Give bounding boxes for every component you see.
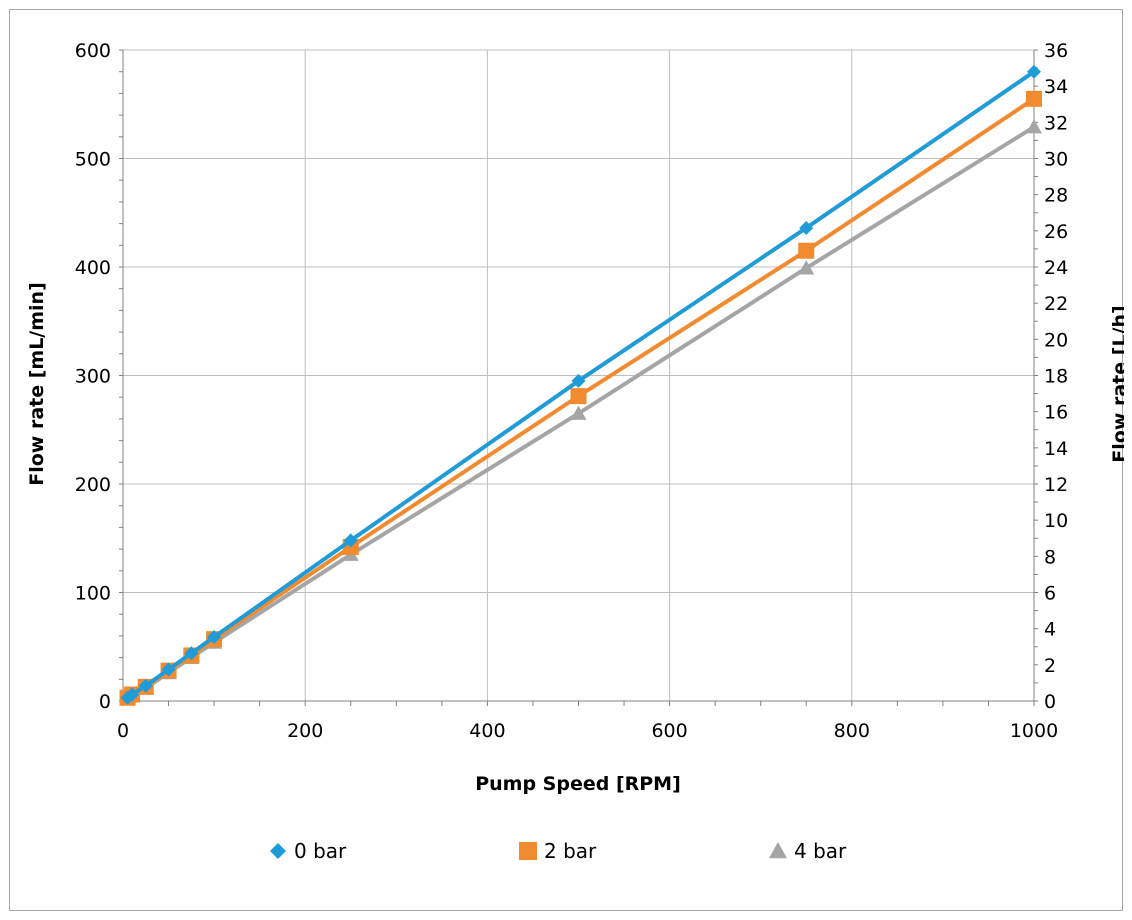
y2-tick-label: 10 bbox=[1044, 510, 1068, 532]
data-point-square bbox=[519, 842, 537, 860]
data-point-triangle bbox=[1026, 119, 1042, 133]
x-tick-label: 600 bbox=[651, 720, 687, 742]
legend: 0 bar 2 bar 4 bar bbox=[270, 839, 847, 863]
y2-tick-label: 14 bbox=[1044, 438, 1068, 460]
legend-label: 0 bar bbox=[294, 839, 347, 863]
data-point-diamond bbox=[270, 843, 286, 859]
y2-tick-label: 12 bbox=[1044, 474, 1068, 496]
y2-tick-label: 30 bbox=[1044, 149, 1068, 171]
y2-tick-label: 20 bbox=[1044, 329, 1068, 351]
y-tick-label: 100 bbox=[75, 583, 111, 605]
x-tick-label: 1000 bbox=[1010, 720, 1058, 742]
data-point-square bbox=[798, 243, 814, 259]
chart-frame: 0 200 400 600 800 1000 0 100 200 300 400 500 600 0 2 4 6… bbox=[9, 9, 1123, 911]
legend-item: 0 bar bbox=[270, 839, 347, 863]
y2-tick-label: 22 bbox=[1044, 293, 1068, 315]
x-tick-label: 800 bbox=[834, 720, 870, 742]
series-group bbox=[120, 65, 1042, 706]
series-4-bar bbox=[120, 119, 1042, 705]
y2-tick-label: 0 bbox=[1044, 691, 1056, 713]
legend-item: 2 bar bbox=[519, 839, 597, 863]
y-tick-label: 500 bbox=[75, 149, 111, 171]
y-axis-title: Flow rate [mL/min] bbox=[26, 282, 48, 486]
y-tick-label: 400 bbox=[75, 257, 111, 279]
y-tick-label: 300 bbox=[75, 366, 111, 388]
x-tick-label: 200 bbox=[287, 720, 323, 742]
y-tick-label: 200 bbox=[75, 474, 111, 496]
y2-tick-label: 2 bbox=[1044, 655, 1056, 677]
x-tick-label: 400 bbox=[469, 720, 505, 742]
y2-tick-label: 36 bbox=[1044, 40, 1068, 62]
y2-tick-label: 28 bbox=[1044, 185, 1068, 207]
legend-item: 4 bar bbox=[769, 839, 847, 863]
y2-tick-label: 26 bbox=[1044, 221, 1068, 243]
y2-tick-label: 4 bbox=[1044, 619, 1056, 641]
y2-tick-label: 24 bbox=[1044, 257, 1068, 279]
data-point-square bbox=[1026, 91, 1042, 107]
x-tick-label: 0 bbox=[117, 720, 129, 742]
y2-tick-label: 6 bbox=[1044, 583, 1056, 605]
flow-rate-chart: 0 200 400 600 800 100001002003004005006000246… bbox=[10, 10, 1124, 912]
y2-tick-label: 8 bbox=[1044, 546, 1056, 568]
y-tick-label: 600 bbox=[75, 40, 111, 62]
y2-tick-label: 18 bbox=[1044, 366, 1068, 388]
x-axis-title: Pump Speed [RPM] bbox=[475, 773, 681, 795]
y2-tick-label: 34 bbox=[1044, 76, 1068, 98]
legend-label: 2 bar bbox=[544, 839, 597, 863]
data-point-triangle bbox=[769, 842, 787, 858]
legend-label: 4 bar bbox=[794, 839, 847, 863]
y-tick-label: 0 bbox=[99, 691, 111, 713]
y2-tick-label: 16 bbox=[1044, 402, 1068, 424]
y2-tick-label: 32 bbox=[1044, 112, 1068, 134]
y2-axis-title: Flow rate [L/h] bbox=[1109, 305, 1124, 462]
data-point-square bbox=[571, 388, 587, 404]
